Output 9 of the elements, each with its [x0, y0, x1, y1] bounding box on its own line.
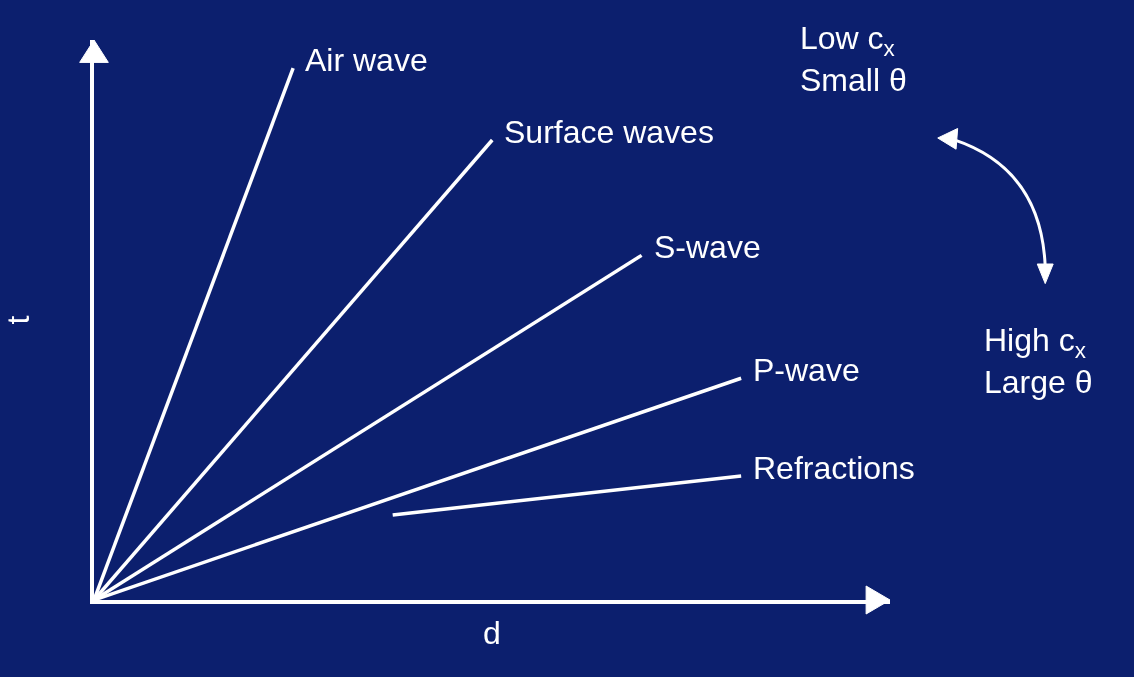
- y-axis-title: t: [0, 315, 36, 325]
- series-label: Surface waves: [504, 114, 714, 150]
- series-label: Refractions: [753, 450, 915, 486]
- x-axis-title: d: [483, 615, 501, 652]
- series-label: P-wave: [753, 352, 860, 388]
- series-label: S-wave: [654, 229, 761, 265]
- series-label: Air wave: [305, 42, 428, 78]
- text: High c$_{x}$ Large θ: [984, 322, 1093, 400]
- text: Low c$_{x}$ Small θ: [800, 20, 907, 98]
